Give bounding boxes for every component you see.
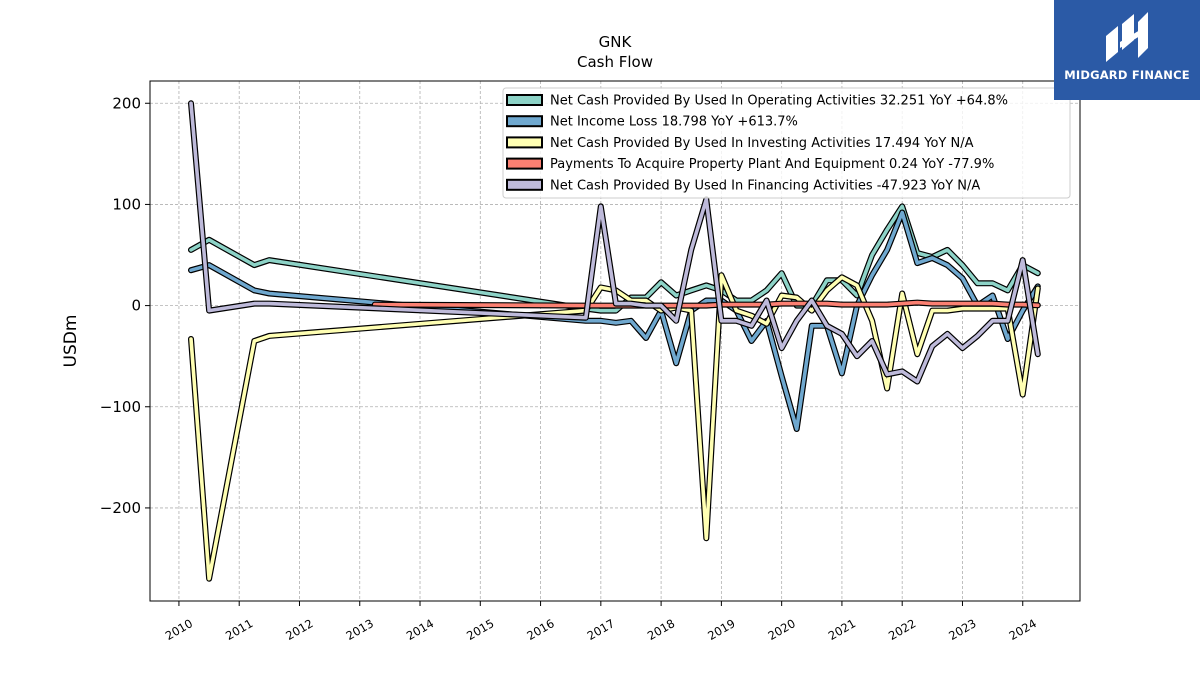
x-tick-label: 2017 [585,616,617,643]
y-axis-label: USDm [61,315,81,368]
x-tick-label: 2010 [163,616,195,643]
x-tick-label: 2022 [886,616,918,643]
y-tick-label: 100 [112,195,141,213]
x-tick-label: 2016 [524,616,556,643]
y-tick-label: 200 [112,94,141,112]
series-layer [188,100,1041,582]
legend-swatch [506,136,543,149]
x-tick-label: 2024 [1007,616,1039,643]
x-tick-label: 2012 [283,616,315,643]
x-tick-label: 2021 [826,616,858,643]
x-tick-label: 2023 [946,616,978,643]
legend-label: Net Cash Provided By Used In Operating A… [550,94,1008,109]
y-tick-label: −100 [100,398,141,416]
legend-swatch [506,94,543,106]
plot-frame [149,80,1081,602]
legend-swatch [506,178,543,191]
midgard-logo-icon [1106,12,1148,62]
series-line [189,101,1040,384]
y-tick-label: 0 [131,297,141,315]
x-tick-label: 2019 [705,616,737,643]
legend: Net Cash Provided By Used In Operating A… [502,87,1071,199]
legend-label: Net Income Loss 18.798 YoY +613.7% [550,115,798,130]
brand-name: MIDGARD FINANCE [1064,68,1190,82]
x-tick-label: 2013 [344,616,376,643]
x-tick-label: 2011 [223,616,255,643]
legend-swatch [506,115,543,128]
series-line [189,204,1040,313]
x-tick-label: 2015 [464,616,496,643]
midgard-finance-logo: MIDGARD FINANCE [1054,0,1200,100]
legend-label: Payments To Acquire Property Plant And E… [550,157,994,172]
series-line [189,210,1040,431]
y-tick-label: −200 [100,499,141,517]
x-tick-label: 2020 [765,616,797,643]
legend-label: Net Cash Provided By Used In Financing A… [550,178,980,193]
x-tick-label: 2018 [645,616,677,643]
legend-label: Net Cash Provided By Used In Investing A… [550,136,974,151]
legend-swatch [506,157,543,170]
legend-box [502,87,1071,199]
chart-subtitle: Cash Flow [577,53,653,71]
x-tick-label: 2014 [404,616,436,643]
chart-title: GNK [599,33,633,51]
